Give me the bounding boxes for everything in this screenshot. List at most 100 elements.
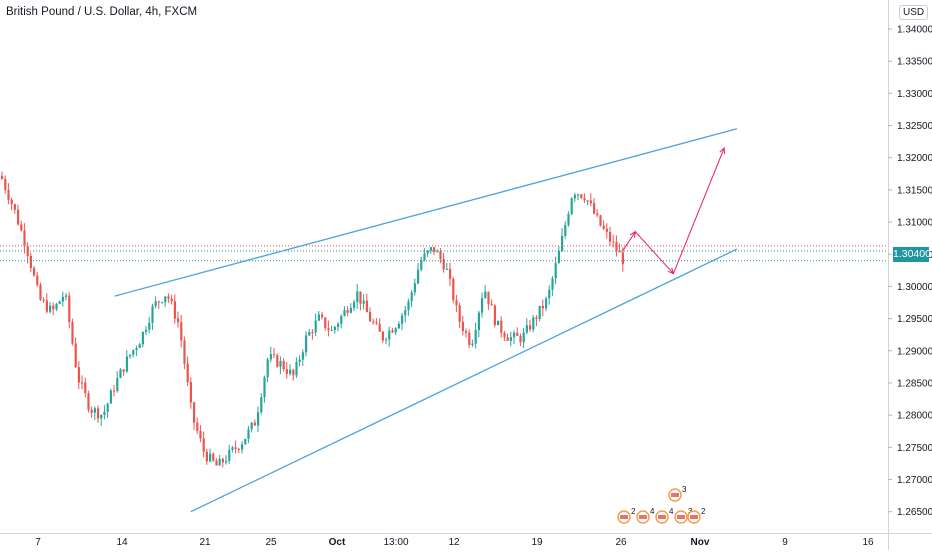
candle-body (493, 305, 496, 326)
candle-body (599, 215, 602, 226)
candle-body (618, 250, 621, 253)
candle-body (132, 349, 135, 355)
candle-body (324, 317, 327, 329)
projection-arrow[interactable] (622, 231, 636, 252)
candle-body (161, 302, 164, 304)
candle-body (193, 402, 196, 423)
candle-body (212, 453, 215, 461)
candle-body (186, 363, 189, 383)
candle-body (225, 460, 228, 463)
candle-body (263, 377, 266, 398)
candle-body (170, 298, 173, 302)
candle-body (250, 422, 253, 430)
candle-body (257, 412, 260, 426)
time-tick-label: 9 (782, 537, 788, 548)
candle-body (298, 359, 301, 363)
candle-body (602, 225, 605, 229)
candle-body (52, 305, 55, 310)
candle-body (458, 305, 461, 322)
candle-body (157, 301, 160, 303)
candle-body (509, 337, 512, 341)
candle-body (260, 397, 263, 413)
candle-body (7, 189, 10, 200)
candle-body (285, 369, 288, 374)
candle-body (221, 458, 224, 463)
candle-body (241, 444, 244, 450)
time-tick-label: Nov (691, 537, 710, 548)
candle-body (580, 194, 583, 198)
price-tick-label: 1.28500 (897, 378, 932, 389)
candle-body (570, 198, 573, 215)
candle-body (253, 422, 256, 426)
candle-body (20, 224, 23, 231)
price-tick-label: 1.34000 (897, 25, 932, 36)
candle-body (503, 332, 506, 338)
candle-body (71, 321, 74, 344)
candle-body (554, 263, 557, 279)
projection-arrowhead (719, 147, 726, 155)
price-tick-label: 1.30000 (897, 282, 932, 293)
candle-body (167, 296, 170, 299)
candle-body (375, 322, 378, 324)
time-tick-label: 14 (116, 537, 128, 548)
candle-body (81, 382, 84, 384)
candle-body (29, 255, 32, 269)
price-tick-label: 1.32000 (897, 153, 932, 164)
candle-body (100, 414, 103, 419)
candle-body (433, 247, 436, 252)
candle-body (103, 411, 106, 415)
candle-body (65, 295, 68, 297)
upper-trendline[interactable] (114, 128, 738, 297)
candle-body (183, 340, 186, 364)
candle-body (545, 298, 548, 309)
candle-body (58, 301, 61, 304)
candle-body (4, 178, 7, 190)
candle-body (148, 322, 151, 330)
candle-body (129, 354, 132, 357)
chart-title: British Pound / U.S. Dollar, 4h, FXCM (6, 6, 198, 18)
candle-body (609, 231, 612, 242)
candle-body (93, 408, 96, 413)
projection-arrow[interactable] (672, 147, 725, 274)
candle-body (74, 343, 77, 368)
candle-body (231, 447, 234, 450)
lower-trendline[interactable] (190, 248, 738, 513)
candle-body (452, 278, 455, 301)
candle-body (90, 409, 93, 413)
currency-button[interactable]: USD (899, 5, 929, 20)
candle-body (189, 382, 192, 403)
price-tick-label: 1.28000 (897, 411, 932, 422)
candle-body (551, 278, 554, 290)
candle-body (573, 194, 576, 199)
event-count: 3 (682, 485, 687, 494)
candle-body (481, 298, 484, 313)
last-price-label: 1.30400 (893, 247, 931, 262)
candle-body (321, 314, 324, 318)
candle-body (388, 330, 391, 340)
candle-body (349, 307, 352, 313)
candle-body (532, 317, 535, 330)
time-tick-label: 12 (448, 537, 460, 548)
candle-body (119, 369, 122, 378)
candle-body (10, 199, 13, 205)
candle-body (513, 332, 516, 338)
candle-body (471, 343, 474, 346)
candle-body (477, 312, 480, 331)
candle-body (535, 317, 538, 319)
candle-body (177, 318, 180, 323)
time-tick-label: 16 (862, 537, 874, 548)
candle-body (391, 330, 394, 333)
candle-body (45, 300, 48, 312)
candle-body (583, 197, 586, 201)
projection-arrow[interactable] (634, 231, 674, 274)
candle-body (615, 241, 618, 251)
candle-body (106, 403, 109, 412)
candle-body (49, 305, 52, 312)
candle-body (68, 295, 71, 322)
candle-body (401, 315, 404, 324)
candle-body (372, 321, 375, 323)
candle-body (378, 323, 381, 332)
candle-body (55, 303, 58, 310)
